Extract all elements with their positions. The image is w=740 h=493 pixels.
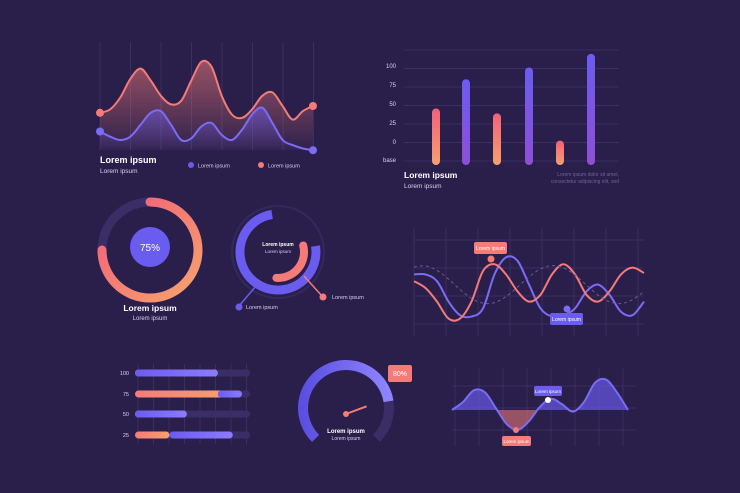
- gauge-chart: 80% Lorem ipsum Lorem ipsum: [298, 359, 412, 442]
- lines-badge-top: [474, 242, 507, 254]
- lines-marker-top: [487, 255, 495, 263]
- area-line: [451, 377, 629, 431]
- wave-chart-title: Lorem ipsum: [100, 155, 157, 165]
- wave-endpoint-dot: [309, 146, 317, 155]
- wave-salmon-line: [99, 59, 314, 121]
- bar-caption-line-2: consectetur adipiscing elit, sed: [551, 179, 619, 185]
- gauge-subtitle: Lorem ipsum: [332, 436, 361, 442]
- hbar-purple: [217, 390, 242, 398]
- hbar-category-label: 75: [123, 392, 129, 398]
- radial-callout-right-dot: [319, 293, 327, 301]
- legend-purple-dot: [188, 162, 194, 168]
- bar-y-tick: base: [383, 158, 397, 164]
- donut-title: Lorem ipsum: [123, 303, 177, 313]
- wave-purple-area: [100, 107, 313, 151]
- gauge-title: Lorem ipsum: [327, 429, 365, 435]
- area-chart: Lorem ipsum Lorem ipsum: [451, 368, 636, 446]
- wave-endpoint-dot: [309, 102, 317, 110]
- gauge-progress-arc: [298, 360, 394, 442]
- lines-chart: Lorem ipsum Lorem ipsum: [413, 228, 645, 336]
- radial-callout-left-dot: [235, 303, 243, 311]
- bar-series: [432, 53, 595, 165]
- area-badge-top-label: Lorem ipsum: [535, 389, 561, 394]
- donut-center: [130, 227, 170, 267]
- wave-purple-line: [99, 106, 314, 152]
- area-marker-top: [545, 397, 551, 403]
- bar: [556, 140, 564, 165]
- horizontal-bar-chart: 100 75 50 25: [120, 364, 250, 444]
- hbar-category-label: 25: [123, 433, 129, 439]
- legend-purple-label: Lorem ipsum: [198, 164, 230, 170]
- hbar-salmon: [135, 390, 230, 398]
- bar-chart: 100 75 50 25 0 base Lorem ipsum Lorem ipsum L…: [383, 49, 619, 190]
- bar-y-tick: 0: [393, 140, 397, 146]
- radial-chart: Lorem ipsum Lorem ipsum Lorem ipsum Lore…: [231, 205, 364, 311]
- bar-y-tick: 75: [389, 83, 396, 89]
- wave-endpoint-dot: [96, 127, 104, 136]
- gauge-needle-hub: [343, 411, 349, 417]
- hbar-purple: [135, 369, 218, 377]
- bar-grid: [404, 49, 619, 162]
- gauge-needle: [345, 405, 367, 415]
- radial-salmon-arc: [272, 241, 308, 282]
- radial-callout-right-label: Lorem ipsum: [332, 295, 364, 301]
- radial-center-title: Lorem ipsum: [262, 242, 294, 248]
- donut-percent-label: 75%: [140, 243, 160, 254]
- legend-salmon-dot: [258, 162, 264, 168]
- lines-badge-bottom: [550, 313, 583, 325]
- area-badge-bottom: [502, 436, 531, 446]
- radial-outer-ring: [231, 205, 325, 299]
- bar-caption-line-1: Lorem ipsum dolor sit amet,: [557, 172, 619, 178]
- bar-y-tick: 50: [389, 102, 396, 108]
- lines-marker-bottom: [563, 305, 571, 313]
- lines-badge-bottom-label: Lorem ipsum: [552, 317, 581, 323]
- bar-y-ticks: 100 75 50 25 0 base: [383, 64, 397, 164]
- hbar-category-label: 50: [123, 412, 129, 418]
- donut-subtitle: Lorem ipsum: [133, 316, 168, 322]
- bar-chart-subtitle: Lorem ipsum: [404, 183, 442, 190]
- lines-dashed-reference: [413, 265, 645, 305]
- hbar-grid: [137, 364, 247, 444]
- wave-chart-subtitle: Lorem ipsum: [100, 168, 138, 175]
- donut-chart: 75% Lorem ipsum Lorem ipsum: [97, 197, 203, 322]
- gauge-badge-label: 80%: [393, 371, 407, 378]
- legend-salmon-label: Lorem ipsum: [268, 164, 300, 170]
- radial-callout-left-line: [238, 285, 257, 307]
- area-marker-bottom: [513, 427, 519, 433]
- hbar-category-label: 100: [120, 371, 129, 377]
- gauge-badge: [388, 365, 412, 382]
- lines-purple-series: [413, 255, 645, 319]
- area-badge-top: [534, 386, 562, 396]
- hbar-salmon: [135, 431, 170, 439]
- lines-salmon-series: [413, 263, 645, 322]
- radial-purple-arc: [235, 210, 321, 295]
- bar: [432, 108, 440, 165]
- wave-endpoint-dot: [96, 108, 104, 117]
- bar: [525, 67, 533, 165]
- wave-chart: Lorem ipsum Lorem ipsum Lorem ipsum Lore…: [96, 42, 317, 175]
- bar-y-tick: 25: [389, 121, 396, 127]
- hbar-purple: [135, 410, 187, 418]
- radial-callout-left-label: Lorem ipsum: [246, 305, 278, 311]
- radial-callout-right-line: [303, 275, 323, 297]
- radial-center-subtitle: Lorem ipsum: [265, 249, 291, 254]
- bar: [587, 53, 595, 165]
- lines-badge-top-label: Lorem ipsum: [476, 246, 505, 252]
- bar-y-tick: 100: [386, 64, 397, 70]
- hbar-series: 100 75 50 25: [120, 369, 250, 439]
- hbar-purple: [169, 431, 233, 439]
- bar: [493, 113, 501, 165]
- bar: [462, 79, 470, 165]
- area-badge-bottom-label: Lorem ipsum: [503, 439, 529, 444]
- donut-progress-arc: [97, 197, 203, 303]
- bar-chart-title: Lorem ipsum: [404, 170, 458, 180]
